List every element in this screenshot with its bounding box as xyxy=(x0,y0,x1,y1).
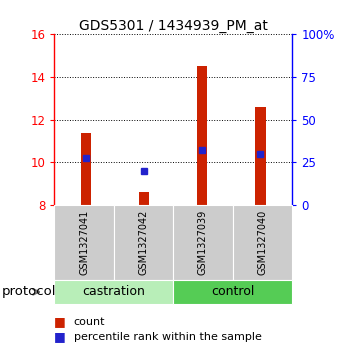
Text: GSM1327042: GSM1327042 xyxy=(139,209,148,275)
Title: GDS5301 / 1434939_PM_at: GDS5301 / 1434939_PM_at xyxy=(79,20,268,33)
Text: ■: ■ xyxy=(54,315,66,328)
Text: count: count xyxy=(74,317,105,327)
Text: protocol: protocol xyxy=(2,285,56,298)
Bar xyxy=(197,66,208,205)
Text: control: control xyxy=(211,285,254,298)
Text: ■: ■ xyxy=(54,330,66,343)
Text: GSM1327041: GSM1327041 xyxy=(79,210,89,275)
Bar xyxy=(255,107,266,205)
Text: percentile rank within the sample: percentile rank within the sample xyxy=(74,332,261,342)
Text: GSM1327039: GSM1327039 xyxy=(198,210,208,275)
Bar xyxy=(139,192,149,205)
Text: GSM1327040: GSM1327040 xyxy=(258,210,267,275)
Bar xyxy=(81,132,91,205)
Text: castration: castration xyxy=(82,285,145,298)
